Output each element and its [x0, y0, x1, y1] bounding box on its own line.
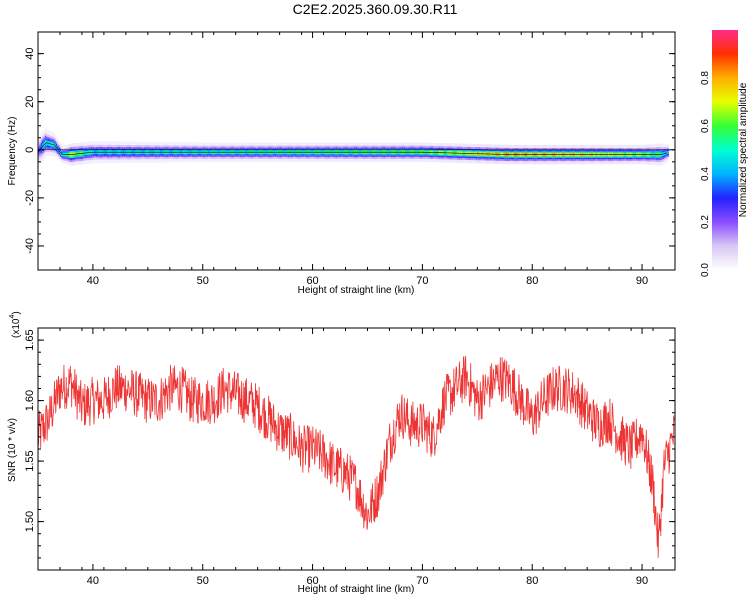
heatmap-ridge-core	[38, 142, 667, 155]
snr-y-multiplier: (x104)	[9, 311, 22, 338]
heatmap-panel: 40 50 60 70 80 90 -40 -20 0 20 40 Height of strai…	[7, 31, 676, 296]
colorbar-tick-label: 0.2	[700, 215, 711, 229]
heatmap-frame	[37, 31, 676, 271]
snr-plot-background	[38, 328, 675, 570]
x-tick-label: 80	[526, 575, 538, 587]
colorbar-tick-label: 0.4	[700, 167, 711, 181]
x-tick-label: 60	[306, 575, 318, 587]
y-tick-label: 0	[24, 147, 36, 153]
colorbar-tick-label: 0.6	[700, 119, 711, 133]
y-tick-label: -40	[24, 238, 36, 254]
x-tick-label: 50	[197, 575, 209, 587]
colorbar-label: Normalized spectral amplitude	[738, 82, 749, 217]
heatmap-y-label: Frequency (Hz)	[7, 117, 18, 186]
svg-text:(x104): (x104)	[9, 311, 22, 338]
y-tick-label: 40	[24, 48, 36, 60]
y-tick-label: 20	[24, 96, 36, 108]
heatmap-x-label: Height of straight line (km)	[298, 285, 415, 296]
colorbar-tick-label: 0.8	[700, 71, 711, 85]
colorbar-tick-label: 0.0	[700, 263, 711, 277]
heatmap-y-ticks: -40 -20 0 20 40	[24, 48, 675, 254]
heatmap-cell	[666, 150, 669, 155]
snr-y-ticks: 1.50 1.55 1.60 1.65	[24, 329, 675, 559]
colorbar: 0.0 0.2 0.4 0.6 0.8 Normalized spectral ampl…	[700, 30, 749, 277]
figure-title: C2E2.2025.360.09.30.R11	[293, 1, 458, 17]
snr-series-line	[38, 355, 675, 558]
snr-y-label: SNR (10 * v/v)	[7, 418, 18, 482]
colorbar-gradient	[712, 30, 738, 270]
x-tick-label: 40	[87, 575, 99, 587]
x-tick-label: 90	[636, 275, 648, 287]
heatmap-marks	[38, 128, 675, 168]
snr-y-multiplier-exponent: 4	[9, 315, 16, 319]
snr-x-label: Height of straight line (km)	[298, 584, 415, 595]
x-tick-label: 50	[197, 275, 209, 287]
x-tick-label: 70	[416, 275, 428, 287]
y-tick-label: 1.60	[24, 390, 36, 411]
x-tick-label: 70	[416, 575, 428, 587]
y-tick-label: -20	[24, 190, 36, 206]
colorbar-ticks: 0.0 0.2 0.4 0.6 0.8	[700, 71, 711, 277]
snr-panel: 40 50 60 70 80 90 1.50 1.55 1.60 1.65 Height of …	[7, 311, 676, 595]
x-tick-label: 60	[306, 275, 318, 287]
y-tick-label: 1.55	[24, 450, 36, 471]
y-tick-label: 1.50	[24, 511, 36, 532]
x-tick-label: 90	[636, 575, 648, 587]
snr-x-ticks: 40 50 60 70 80 90	[37, 328, 676, 587]
x-tick-label: 40	[87, 275, 99, 287]
x-tick-label: 80	[526, 275, 538, 287]
y-tick-label: 1.65	[24, 329, 36, 350]
heatmap-x-ticks: 40 50 60 70 80 90	[37, 32, 676, 287]
snr-y-multiplier-base: (x10	[11, 318, 22, 338]
